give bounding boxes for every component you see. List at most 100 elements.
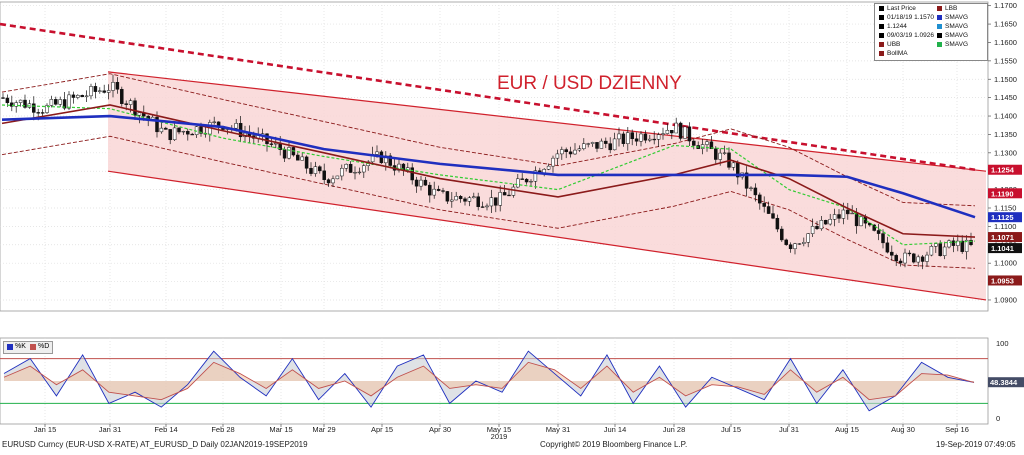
candle-body xyxy=(458,196,463,200)
price-tag xyxy=(988,212,1022,223)
candle-body xyxy=(494,197,498,206)
blue-sma-line xyxy=(1,114,976,219)
d-line xyxy=(3,361,975,401)
candle-body xyxy=(212,121,216,123)
channel-fill xyxy=(108,71,986,300)
footer-timestamp: 19-Sep-2019 07:49:05 xyxy=(936,440,1016,449)
legend-box: Last Price 01/18/19 1.1570 1.1244 09/03/19 … xyxy=(874,3,988,61)
candle-body xyxy=(287,147,291,159)
x-tick-label: Sep 16 xyxy=(945,425,969,434)
candle-body xyxy=(507,194,511,197)
x-tick-label: May 31 xyxy=(546,425,571,434)
candle-body xyxy=(177,127,181,133)
x-tick-label: Mar 15 xyxy=(269,425,292,434)
price-tag xyxy=(988,275,1022,286)
candle-body xyxy=(898,260,903,264)
price-tag-label: 1.1125 xyxy=(991,213,1014,222)
legend-swatch xyxy=(879,23,884,29)
candle-body xyxy=(282,149,287,159)
legend-swatch xyxy=(879,32,884,38)
candle-body xyxy=(40,112,45,114)
legend-swatch xyxy=(879,14,884,20)
y-tick-label: 1.1400 xyxy=(994,112,1017,121)
candle-body xyxy=(269,143,274,145)
candle-body xyxy=(1,97,5,99)
candle-body xyxy=(700,144,705,149)
candle-body xyxy=(788,244,793,250)
candle-body xyxy=(951,240,956,246)
legend-k-label: %K xyxy=(15,343,26,350)
candle-body xyxy=(533,170,538,182)
candle-body xyxy=(67,94,71,109)
candle-body xyxy=(49,99,54,106)
candle-body xyxy=(304,156,309,169)
candle-body xyxy=(5,97,10,104)
candle-body xyxy=(309,168,313,174)
candle-body xyxy=(445,191,450,202)
y-tick-label: 1.1150 xyxy=(994,204,1016,213)
y-tick-label: 1.1300 xyxy=(994,148,1017,157)
candle-body xyxy=(102,90,106,93)
channel-lower-line xyxy=(107,170,987,301)
legend-label: SMAVG xyxy=(945,14,968,21)
candle-body xyxy=(436,188,441,191)
candle-body xyxy=(678,122,683,139)
candle-body xyxy=(903,252,907,264)
osc-y-tick-label: 100 xyxy=(996,339,1009,348)
candle-body xyxy=(964,239,969,252)
legend-item: 1.1244 xyxy=(879,23,907,32)
x-axis-year-label: 2019 xyxy=(491,432,508,441)
candle-body xyxy=(502,192,507,196)
legend-label: SMAVG xyxy=(945,23,968,30)
candle-body xyxy=(32,103,36,113)
candle-body xyxy=(340,167,344,177)
candle-body xyxy=(577,148,582,151)
candle-body xyxy=(14,102,18,107)
candle-body xyxy=(775,217,780,230)
legend-label: 01/18/19 1.1570 xyxy=(887,14,934,21)
candle-body xyxy=(665,129,670,134)
candle-body xyxy=(265,133,269,145)
legend-label: Last Price xyxy=(887,5,916,12)
candle-body xyxy=(58,99,62,105)
candle-body xyxy=(797,243,802,245)
candle-body xyxy=(172,127,177,141)
y-tick-label: 1.1650 xyxy=(994,20,1017,29)
legend-item: BollMA xyxy=(879,50,908,59)
candle-body xyxy=(326,179,331,184)
candle-body xyxy=(674,122,678,134)
candle-body xyxy=(617,133,621,140)
legend-item: UBB xyxy=(879,41,900,50)
candle-body xyxy=(432,188,436,196)
candle-body xyxy=(612,138,617,151)
x-tick-label: Jul 15 xyxy=(721,425,741,434)
candle-body xyxy=(124,103,128,105)
candle-body xyxy=(670,129,674,134)
x-tick-label: Aug 15 xyxy=(835,425,859,434)
candle-body xyxy=(318,166,322,172)
candle-body xyxy=(872,224,876,231)
candle-body xyxy=(859,216,863,227)
candle-body xyxy=(520,178,524,180)
candle-body xyxy=(942,246,947,256)
candle-body xyxy=(841,209,846,219)
legend-label: SMAVG xyxy=(945,41,968,48)
candle-body xyxy=(824,220,828,225)
candle-body xyxy=(186,130,190,135)
x-tick-label: Apr 30 xyxy=(429,425,451,434)
x-tick-label: Aug 30 xyxy=(891,425,915,434)
candle-body xyxy=(159,127,164,133)
x-tick-label: Jun 14 xyxy=(604,425,627,434)
lower-bollinger-band xyxy=(1,135,976,269)
legend-item: Last Price xyxy=(879,5,916,14)
candle-body xyxy=(780,228,784,241)
candle-body xyxy=(718,152,722,160)
legend-item: SMAVG xyxy=(937,14,968,23)
candle-body xyxy=(10,102,14,107)
legend-swatch xyxy=(937,23,942,29)
green-sma-line xyxy=(1,104,976,246)
candle-body xyxy=(133,100,137,116)
candle-body xyxy=(753,187,758,196)
legend-label: SMAVG xyxy=(945,32,968,39)
legend-item: LBB xyxy=(937,5,957,14)
